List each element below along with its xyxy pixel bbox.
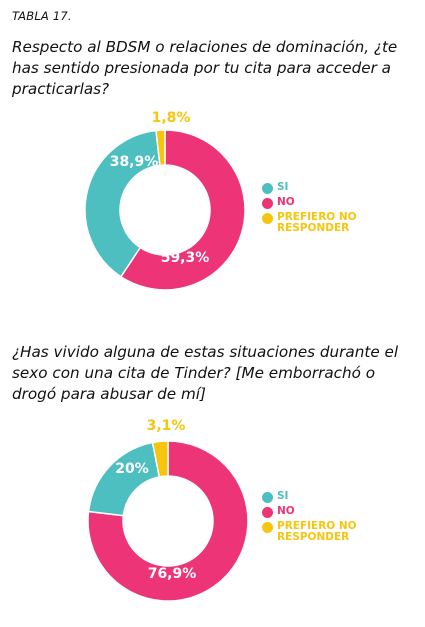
chart-2-title: ¿Has vivido alguna de estas situaciones … (12, 343, 399, 403)
legend-label-si: SI (277, 181, 289, 193)
chart-1-title: Respecto al BDSM o relaciones de dominac… (12, 38, 398, 98)
data-label-prefiero: 1,8% (152, 110, 191, 126)
slice-no (119, 129, 246, 291)
legend-swatch-si (262, 183, 273, 194)
data-label-si: 38,9% (110, 154, 159, 170)
legend-label-prefiero: PREFIERO NO RESPONDER (277, 211, 357, 234)
slice-no (87, 440, 249, 602)
legend-item-si: SI (262, 182, 387, 194)
legend-item-no: NO (262, 506, 387, 518)
chart-1-legend: SI NO PREFIERO NO RESPONDER (262, 182, 387, 237)
legend-item-si: SI (262, 491, 387, 503)
legend-swatch-no (262, 507, 273, 518)
legend-item-prefiero: PREFIERO NO RESPONDER (262, 521, 387, 543)
legend-label-si: SI (277, 490, 289, 502)
data-label-si: 20% (115, 461, 149, 477)
slice-prefiero (155, 129, 166, 167)
data-label-no: 76,9% (148, 566, 197, 582)
legend-item-no: NO (262, 197, 387, 209)
legend-swatch-prefiero (262, 522, 273, 533)
legend-swatch-prefiero (262, 213, 273, 224)
legend-label-no: NO (277, 505, 295, 517)
slice-si (87, 441, 161, 517)
slice-prefiero (151, 440, 169, 478)
legend-swatch-si (262, 492, 273, 503)
chart-2-legend: SI NO PREFIERO NO RESPONDER (262, 491, 387, 546)
data-label-no: 59,3% (161, 250, 210, 266)
data-label-prefiero: 3,1% (147, 418, 186, 434)
table-label: TABLA 17. (12, 9, 72, 23)
legend-swatch-no (262, 198, 273, 209)
legend-label-no: NO (277, 196, 295, 208)
slice-si (84, 129, 161, 278)
legend-item-prefiero: PREFIERO NO RESPONDER (262, 212, 387, 234)
legend-label-prefiero: PREFIERO NO RESPONDER (277, 520, 357, 543)
